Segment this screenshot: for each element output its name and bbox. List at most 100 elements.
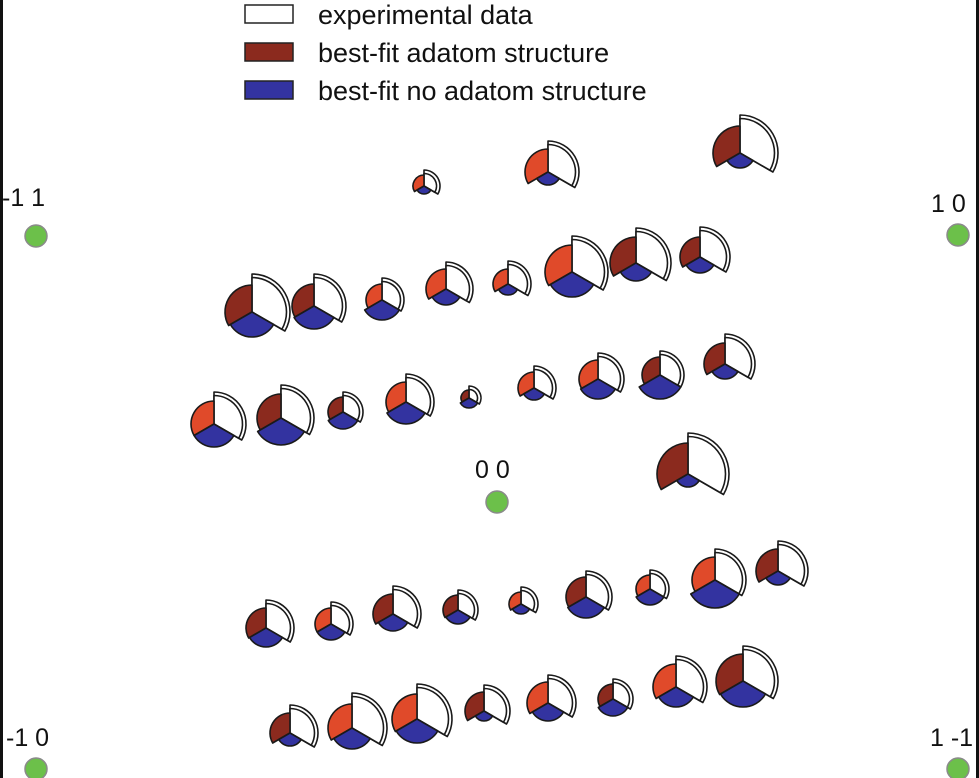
- fractional-order-spots: [190, 114, 809, 750]
- fractional-spot: [524, 140, 580, 189]
- no-adatom-sector: [675, 473, 701, 488]
- no-adatom-sector: [459, 397, 479, 409]
- fractional-spot: [269, 704, 319, 748]
- fractional-spot: [314, 601, 354, 641]
- no-adatom-sector: [293, 305, 335, 330]
- fractional-spot: [327, 692, 388, 750]
- no-adatom-sector: [395, 718, 439, 744]
- legend-label-experimental: experimental data: [318, 0, 534, 30]
- fractional-spot: [464, 684, 511, 725]
- fractional-spot: [578, 352, 625, 400]
- fractional-spot: [391, 683, 453, 744]
- legend-item-experimental: experimental data: [244, 0, 534, 30]
- no-adatom-sector: [386, 401, 426, 425]
- frame-left-border: [0, 0, 3, 778]
- fractional-spot: [442, 589, 479, 625]
- no-adatom-sector: [726, 152, 754, 169]
- fractional-spot: [609, 227, 672, 282]
- no-adatom-sector: [635, 588, 665, 606]
- spot-0-0: 0 0: [475, 456, 510, 514]
- fractional-spot: [517, 365, 557, 401]
- no-adatom-sector: [445, 609, 471, 625]
- fractional-spot: [372, 585, 422, 632]
- fractional-spot: [385, 373, 435, 425]
- no-adatom-sector: [416, 185, 432, 195]
- fractional-spot: [256, 384, 315, 446]
- legend-label-no-adatom: best-fit no adatom structure: [318, 76, 647, 106]
- fractional-spot: [597, 678, 634, 717]
- fractional-spot: [425, 261, 474, 306]
- fractional-spot: [703, 333, 756, 380]
- fractional-spot: [492, 260, 532, 297]
- no-adatom-sector: [549, 271, 595, 298]
- no-adatom-sector: [619, 262, 653, 282]
- spot-label-0-0: 0 0: [475, 456, 510, 484]
- no-adatom-sector: [377, 613, 409, 632]
- spot-m1-0: -1 0: [6, 724, 49, 778]
- fractional-spot: [544, 235, 609, 298]
- spot-1-0: 1 0: [931, 190, 970, 247]
- fractional-spot: [363, 277, 405, 321]
- no-adatom-sector: [229, 311, 275, 338]
- legend-item-no-adatom: best-fit no adatom structure: [244, 76, 647, 106]
- fractional-spot: [656, 432, 730, 496]
- fractional-spot: [565, 570, 613, 619]
- fractional-spot: [526, 674, 577, 722]
- no-adatom-sector: [638, 374, 682, 400]
- fractional-spot: [652, 655, 708, 708]
- fractional-spot: [635, 569, 670, 606]
- fractional-spot: [712, 114, 779, 173]
- fractional-spot: [291, 273, 347, 330]
- fractional-spot: [459, 385, 482, 409]
- no-adatom-sector: [327, 411, 359, 430]
- spot-label-1-m1: 1 -1: [930, 724, 973, 752]
- spot-label-m1-0: -1 0: [6, 724, 49, 752]
- no-adatom-sector: [256, 417, 306, 446]
- fractional-spot: [224, 273, 291, 338]
- spot-label-1-0: 1 0: [931, 190, 966, 218]
- no-adatom-sector: [535, 171, 561, 186]
- no-adatom-sector: [431, 288, 461, 306]
- fractional-spot: [245, 599, 295, 648]
- fractional-spot: [689, 548, 747, 609]
- no-adatom-sector: [316, 623, 346, 641]
- fractional-spot: [638, 350, 685, 400]
- no-adatom-sector: [531, 702, 565, 722]
- no-adatom-sector: [689, 579, 741, 609]
- legend-swatch-adatom: [244, 42, 294, 62]
- no-adatom-sector: [567, 596, 605, 619]
- no-adatom-sector: [597, 698, 629, 717]
- no-adatom-sector: [657, 686, 695, 708]
- no-adatom-sector: [719, 680, 767, 708]
- fractional-spot: [327, 391, 364, 430]
- no-adatom-sector: [277, 732, 303, 747]
- no-adatom-sector: [333, 727, 371, 750]
- fractional-spot: [715, 645, 779, 708]
- no-adatom-sector: [579, 378, 617, 400]
- no-adatom-sector: [522, 387, 546, 401]
- legend-item-adatom: best-fit adatom structure: [244, 38, 609, 68]
- fractional-spot: [190, 391, 247, 448]
- fractional-spot: [679, 226, 731, 274]
- legend-swatch-no-adatom: [244, 80, 294, 100]
- legend: experimental data best-fit adatom struct…: [244, 0, 647, 106]
- fractional-spot: [755, 540, 809, 587]
- no-adatom-sector: [685, 256, 715, 274]
- legend-label-adatom: best-fit adatom structure: [318, 38, 609, 68]
- no-adatom-sector: [497, 283, 519, 296]
- no-adatom-sector: [765, 570, 791, 586]
- spot-m1-1: -1 1: [2, 184, 48, 248]
- legend-swatch-experimental: [244, 4, 294, 24]
- no-adatom-sector: [474, 710, 494, 722]
- spot-label-m1-1: -1 1: [2, 184, 45, 212]
- fractional-spot: [508, 586, 539, 615]
- no-adatom-sector: [711, 363, 739, 380]
- frame-right-border: [976, 0, 979, 778]
- no-adatom-sector: [248, 627, 284, 648]
- no-adatom-sector: [511, 603, 531, 615]
- spot-1-m1: 1 -1: [930, 724, 973, 778]
- no-adatom-sector: [193, 423, 235, 448]
- no-adatom-sector: [363, 299, 401, 321]
- integer-spots: -1 1 1 0 0 0 -1 0 1 -1: [2, 184, 973, 778]
